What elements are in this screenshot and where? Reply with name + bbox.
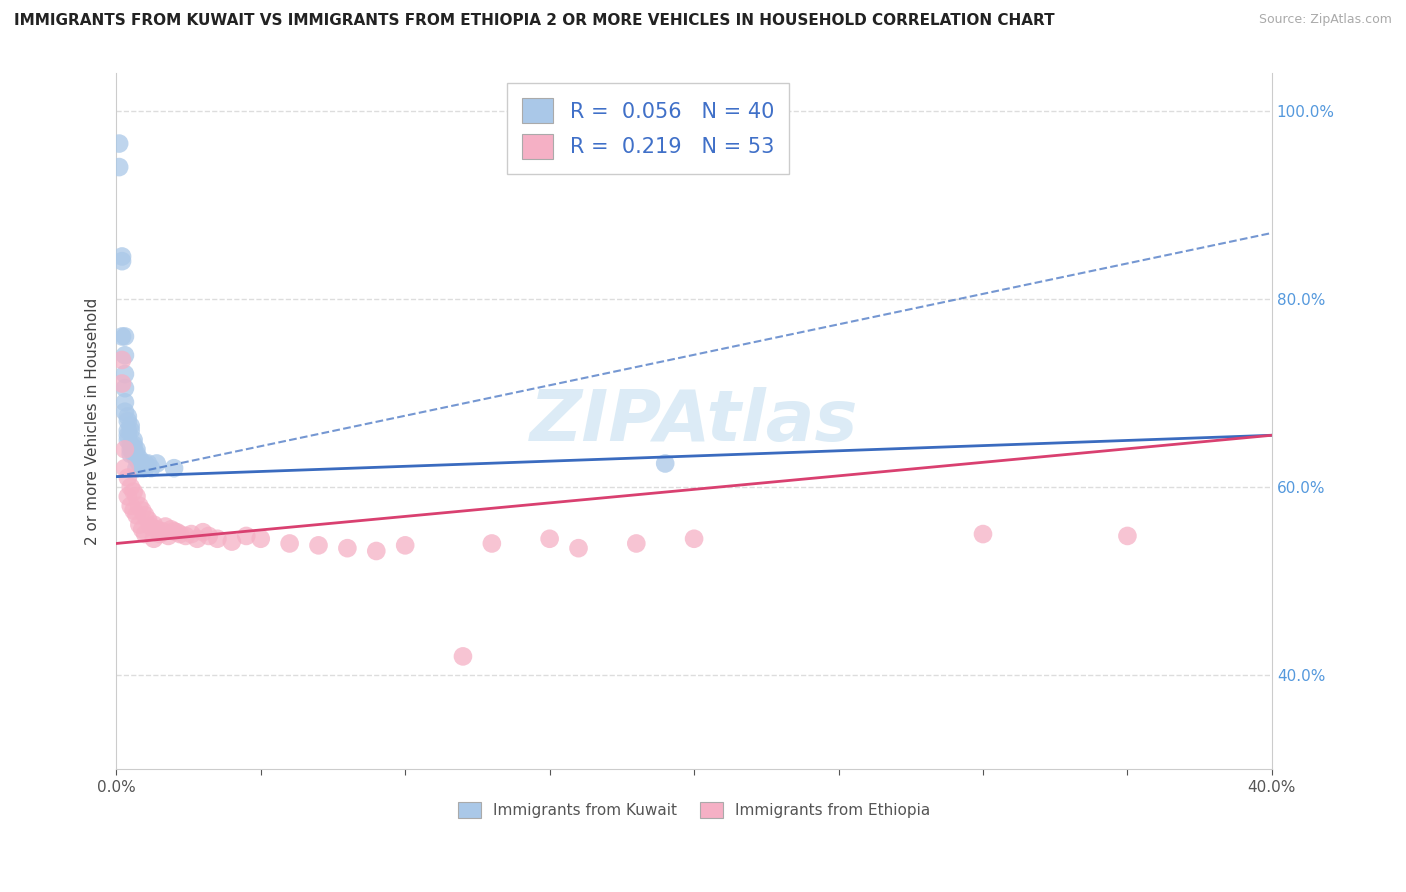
- Point: [111, 254, 134, 268]
- Point: [145, 457, 167, 471]
- Point: [336, 541, 359, 556]
- Point: [111, 250, 134, 264]
- Text: IMMIGRANTS FROM KUWAIT VS IMMIGRANTS FROM ETHIOPIA 2 OR MORE VEHICLES IN HOUSEHO: IMMIGRANTS FROM KUWAIT VS IMMIGRANTS FRO…: [14, 13, 1054, 29]
- Point: [114, 381, 136, 395]
- Point: [131, 457, 153, 471]
- Point: [235, 529, 257, 543]
- Point: [163, 524, 186, 539]
- Point: [142, 532, 165, 546]
- Point: [142, 517, 165, 532]
- Point: [122, 503, 145, 517]
- Point: [1116, 529, 1139, 543]
- Point: [626, 536, 648, 550]
- Point: [163, 461, 186, 475]
- Point: [308, 538, 330, 552]
- Point: [120, 499, 142, 513]
- Point: [117, 409, 139, 424]
- Point: [136, 513, 159, 527]
- Point: [111, 353, 134, 368]
- Point: [160, 522, 183, 536]
- Text: ZIPAtlas: ZIPAtlas: [530, 386, 858, 456]
- Legend: Immigrants from Kuwait, Immigrants from Ethiopia: Immigrants from Kuwait, Immigrants from …: [451, 797, 936, 824]
- Point: [128, 451, 150, 466]
- Point: [249, 532, 271, 546]
- Point: [191, 525, 214, 540]
- Point: [128, 457, 150, 471]
- Point: [117, 414, 139, 428]
- Point: [136, 457, 159, 471]
- Point: [451, 649, 474, 664]
- Point: [972, 527, 994, 541]
- Point: [157, 529, 180, 543]
- Point: [125, 442, 148, 457]
- Point: [155, 519, 177, 533]
- Point: [134, 527, 156, 541]
- Point: [174, 529, 197, 543]
- Point: [481, 536, 503, 550]
- Point: [108, 160, 131, 174]
- Point: [125, 508, 148, 523]
- Point: [120, 447, 142, 461]
- Point: [125, 490, 148, 504]
- Point: [278, 536, 301, 550]
- Point: [120, 438, 142, 452]
- Point: [120, 418, 142, 433]
- Point: [125, 461, 148, 475]
- Point: [131, 461, 153, 475]
- Point: [149, 527, 172, 541]
- Point: [152, 524, 174, 539]
- Point: [114, 367, 136, 381]
- Y-axis label: 2 or more Vehicles in Household: 2 or more Vehicles in Household: [86, 298, 100, 545]
- Point: [114, 329, 136, 343]
- Point: [221, 534, 243, 549]
- Point: [567, 541, 589, 556]
- Point: [117, 470, 139, 484]
- Point: [120, 424, 142, 438]
- Point: [120, 480, 142, 494]
- Point: [125, 451, 148, 466]
- Text: Source: ZipAtlas.com: Source: ZipAtlas.com: [1258, 13, 1392, 27]
- Point: [128, 517, 150, 532]
- Point: [122, 433, 145, 447]
- Point: [366, 544, 388, 558]
- Point: [122, 447, 145, 461]
- Point: [683, 532, 706, 546]
- Point: [538, 532, 561, 546]
- Point: [654, 457, 676, 471]
- Point: [111, 329, 134, 343]
- Point: [134, 508, 156, 523]
- Point: [134, 461, 156, 475]
- Point: [108, 136, 131, 151]
- Point: [114, 348, 136, 362]
- Point: [207, 532, 229, 546]
- Point: [145, 522, 167, 536]
- Point: [131, 503, 153, 517]
- Point: [117, 490, 139, 504]
- Point: [122, 438, 145, 452]
- Point: [128, 499, 150, 513]
- Point: [186, 532, 208, 546]
- Point: [139, 519, 162, 533]
- Point: [114, 461, 136, 475]
- Point: [120, 442, 142, 457]
- Point: [169, 527, 191, 541]
- Point: [166, 525, 188, 540]
- Point: [114, 395, 136, 409]
- Point: [180, 527, 202, 541]
- Point: [394, 538, 416, 552]
- Point: [134, 457, 156, 471]
- Point: [197, 529, 219, 543]
- Point: [114, 405, 136, 419]
- Point: [131, 522, 153, 536]
- Point: [117, 428, 139, 442]
- Point: [114, 442, 136, 457]
- Point: [117, 424, 139, 438]
- Point: [122, 442, 145, 457]
- Point: [125, 447, 148, 461]
- Point: [139, 461, 162, 475]
- Point: [122, 484, 145, 499]
- Point: [117, 433, 139, 447]
- Point: [111, 376, 134, 391]
